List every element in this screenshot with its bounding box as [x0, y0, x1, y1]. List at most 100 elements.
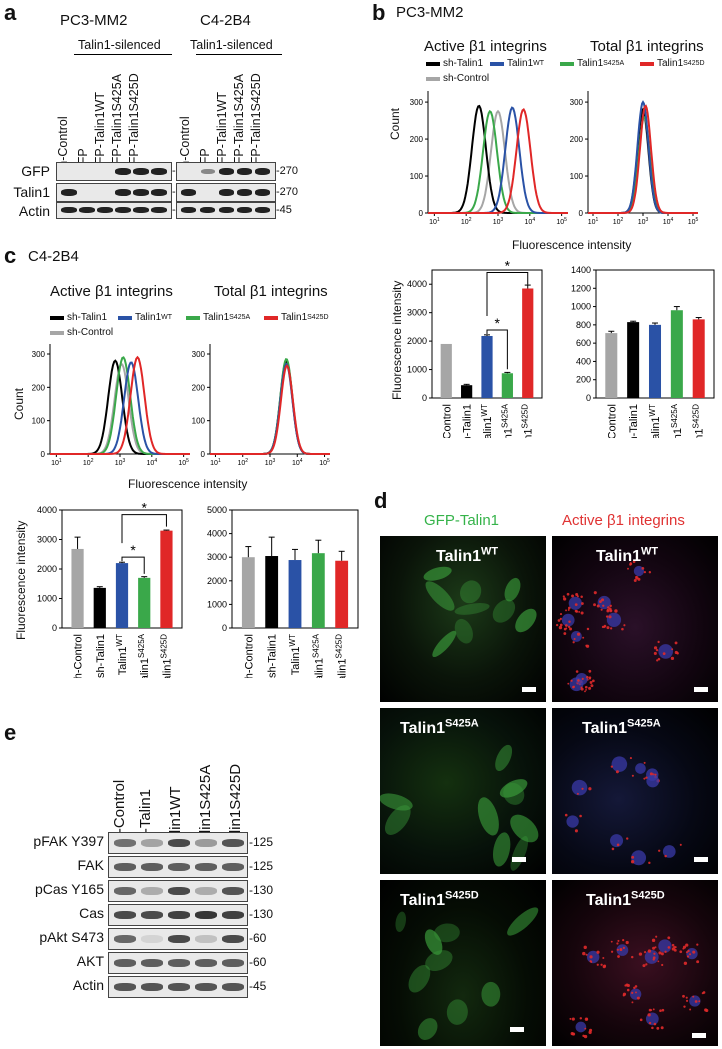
- panel-b-legend-sh-control: sh-Control: [426, 73, 489, 84]
- panel-e-mw: -125: [249, 859, 274, 873]
- panel-d-integrin-s425a: Talin1S425A: [552, 708, 718, 874]
- panel-e-band: [222, 935, 244, 943]
- significance-mark-1: *: [494, 315, 500, 331]
- hist-series-talin1s425d: [210, 364, 330, 455]
- hist-x-tick-label: 104: [292, 458, 303, 467]
- bar-talin1s425a: [311, 553, 325, 628]
- bar-category-label: Talin1S425A: [670, 403, 684, 438]
- bar-talin1s425d: [160, 530, 173, 628]
- panel-e-row-label: Cas: [79, 905, 104, 921]
- panel-c-bar-total: 0 1000 2000 3000 4000 5000 sh-Control sh-Talin1…: [207, 505, 359, 678]
- hist-y-tick-label: 300: [410, 98, 424, 107]
- bar-category-label: Talin1WT: [480, 404, 494, 438]
- significance-bracket-2: [121, 514, 167, 544]
- panel-e-mw: -45: [249, 979, 267, 993]
- bar-category-label: sh-Talin1: [628, 404, 640, 438]
- hist-series-sh-control: [210, 361, 330, 455]
- panel-e-band: [168, 959, 190, 967]
- panel-e-band: [168, 911, 190, 919]
- panel-e-band: [222, 839, 244, 847]
- hist-x-tick-label: 103: [115, 458, 126, 467]
- hist-series-talin1s425a: [210, 357, 330, 455]
- hist-y-tick-label: 0: [579, 209, 584, 218]
- panel-c-hist-ylabel: Count: [12, 387, 26, 420]
- hist-series-talin1s425a: [50, 356, 190, 455]
- panel-a-g2-blot-talin1: [176, 183, 276, 202]
- panel-e-blot-row: [108, 832, 248, 854]
- bar-y-tick-label: 0: [52, 623, 57, 633]
- panel-e-band: [222, 983, 244, 991]
- bar-talin1s425a: [138, 577, 151, 628]
- bar-sh-talin1: [461, 385, 473, 398]
- panel-e-row-label: pAkt S473: [39, 929, 104, 945]
- panel-a-group1-title: PC3-MM2: [60, 12, 128, 29]
- panel-b-legend-s425d: Talin1 S425D: [640, 58, 705, 69]
- panel-e-band: [195, 935, 217, 943]
- panel-b-hist-active: 0 100 200 300 101 102 103 104 105: [410, 91, 568, 226]
- bar-y-tick-label: 4000: [407, 279, 427, 289]
- bar-talin1wt: [115, 563, 129, 628]
- panel-c-bar-active: 0 1000 2000 3000 4000 sh-Control sh-Talin1 Tali…: [37, 500, 183, 678]
- hist-y-tick-label: 100: [32, 417, 46, 426]
- panel-e-mw: -125: [249, 835, 274, 849]
- hist-y-tick-label: 100: [410, 172, 424, 181]
- panel-a-g2-mw-actin: -45: [276, 204, 292, 216]
- bar-y-tick-label: 1400: [571, 265, 591, 275]
- panel-e-band: [222, 911, 244, 919]
- hist-series-talin1s425d: [50, 355, 190, 455]
- hist-x-tick-label: 103: [493, 217, 504, 226]
- panel-e-band: [114, 839, 136, 847]
- panel-d-letter: d: [374, 488, 388, 513]
- panel-e-band: [114, 887, 136, 895]
- hist-x-tick-label: 101: [210, 458, 221, 467]
- panel-e-letter: e: [4, 720, 17, 745]
- bar-y-tick-label: 0: [222, 623, 227, 633]
- panel-c-hist-total-title: Total β1 integrins: [214, 283, 328, 300]
- panel-e-band: [222, 959, 244, 967]
- panel-e-band: [141, 935, 163, 943]
- panel-e-band: [141, 983, 163, 991]
- bar-y-tick-label: 5000: [207, 505, 227, 515]
- panel-c-legend-s425a: Talin1 S425A: [186, 312, 250, 323]
- bar-category-label: sh-Control: [606, 404, 618, 438]
- panel-c-legend-s425d: Talin1 S425D: [264, 312, 329, 323]
- bar-category-label: Talin1S425D: [521, 404, 535, 438]
- bar-y-tick-label: 1000: [571, 302, 591, 312]
- panel-e-mw: -60: [249, 931, 267, 945]
- significance-mark-2: *: [505, 258, 511, 273]
- gfp-cells: [380, 744, 539, 871]
- bar-talin1s425d: [522, 288, 534, 398]
- panel-b-legend-s425a: Talin1 S425A: [560, 58, 624, 69]
- panel-e-blot-row: [108, 952, 248, 974]
- panel-c-letter: c: [4, 243, 17, 268]
- hist-x-tick-label: 101: [51, 458, 62, 467]
- panel-e-band: [168, 935, 190, 943]
- gfp-cells: [395, 907, 539, 1041]
- panel-e-band: [222, 863, 244, 871]
- panel-e-mw: -60: [249, 955, 267, 969]
- panel-a-letter: a: [4, 0, 17, 25]
- bar-sh-talin1: [93, 587, 106, 628]
- panel-e-band: [141, 863, 163, 871]
- panel-e-row-label: Actin: [72, 977, 104, 993]
- hist-x-tick-label: 103: [638, 217, 649, 226]
- hist-series-talin1wt: [210, 362, 330, 455]
- significance-bracket-1: [486, 329, 508, 370]
- bar-sh-control: [241, 557, 255, 628]
- panel-e-row-label: pCas Y165: [34, 881, 104, 897]
- panel-c-legend-sh-talin1: sh-Talin1: [50, 312, 107, 323]
- hist-x-tick-label: 105: [556, 217, 567, 226]
- bar-talin1s425d: [335, 560, 349, 628]
- hist-y-tick-label: 100: [570, 172, 584, 181]
- bar-y-tick-label: 800: [576, 320, 591, 330]
- bar-y-tick-label: 0: [586, 393, 591, 403]
- panel-e-band: [114, 959, 136, 967]
- panel-a-g1-blot-talin1: [56, 183, 172, 202]
- bar-category-label: Talin1S425A: [137, 633, 151, 678]
- bar-sh-control: [71, 548, 84, 628]
- hist-y-tick-label: 300: [570, 98, 584, 107]
- hist-series-talin1s425d: [428, 108, 568, 214]
- panel-e-band: [195, 983, 217, 991]
- panel-e-band: [195, 887, 217, 895]
- panel-e-row-label: FAK: [77, 857, 104, 873]
